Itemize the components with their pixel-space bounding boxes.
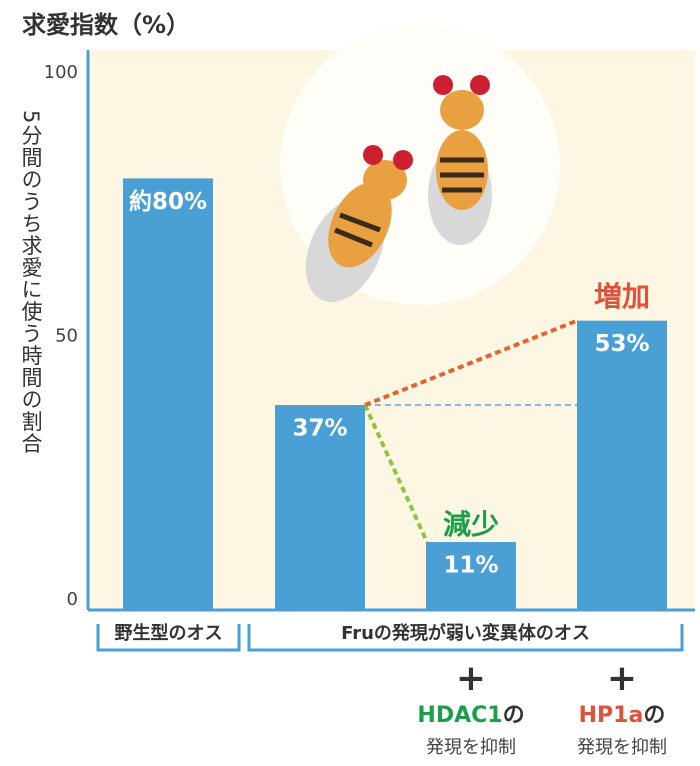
y-axis-label: 5分間のうち求愛に使う時間の割合 <box>19 110 43 454</box>
category-action: 発現を抑制 <box>577 737 667 758</box>
value-label: 約80% <box>129 188 207 215</box>
annotation: 減少 <box>443 508 499 541</box>
bar <box>426 542 516 609</box>
trend-line <box>364 318 578 407</box>
group-label: Fruの発現が弱い変異体のオス <box>341 622 590 644</box>
value-label: 37% <box>292 416 347 442</box>
gene-name: HDAC1 <box>417 703 502 728</box>
bar <box>275 405 365 609</box>
group-bracket <box>247 624 684 652</box>
gene-name: HP1a <box>579 703 644 728</box>
category-label: HDAC1の <box>417 703 524 728</box>
trend-line <box>363 404 429 543</box>
group-bracket <box>96 624 241 652</box>
category-label: HP1aの <box>579 703 666 728</box>
value-label: 53% <box>594 331 649 357</box>
plus-sign: + <box>607 658 637 699</box>
particle: の <box>643 703 665 728</box>
chart-title: 求愛指数（%） <box>22 11 190 39</box>
bar <box>123 178 213 609</box>
annotation: 増加 <box>594 280 650 313</box>
value-label: 11% <box>443 553 498 579</box>
plus-sign: + <box>456 658 486 699</box>
bar <box>577 320 667 609</box>
y-tick-label: 50 <box>55 326 78 347</box>
group-label: 野生型のオス <box>115 622 223 644</box>
category-action: 発現を抑制 <box>426 737 516 758</box>
y-tick-label: 0 <box>67 589 78 610</box>
particle: の <box>503 703 525 728</box>
fly-illustration <box>280 25 560 305</box>
y-tick-label: 100 <box>44 62 78 83</box>
